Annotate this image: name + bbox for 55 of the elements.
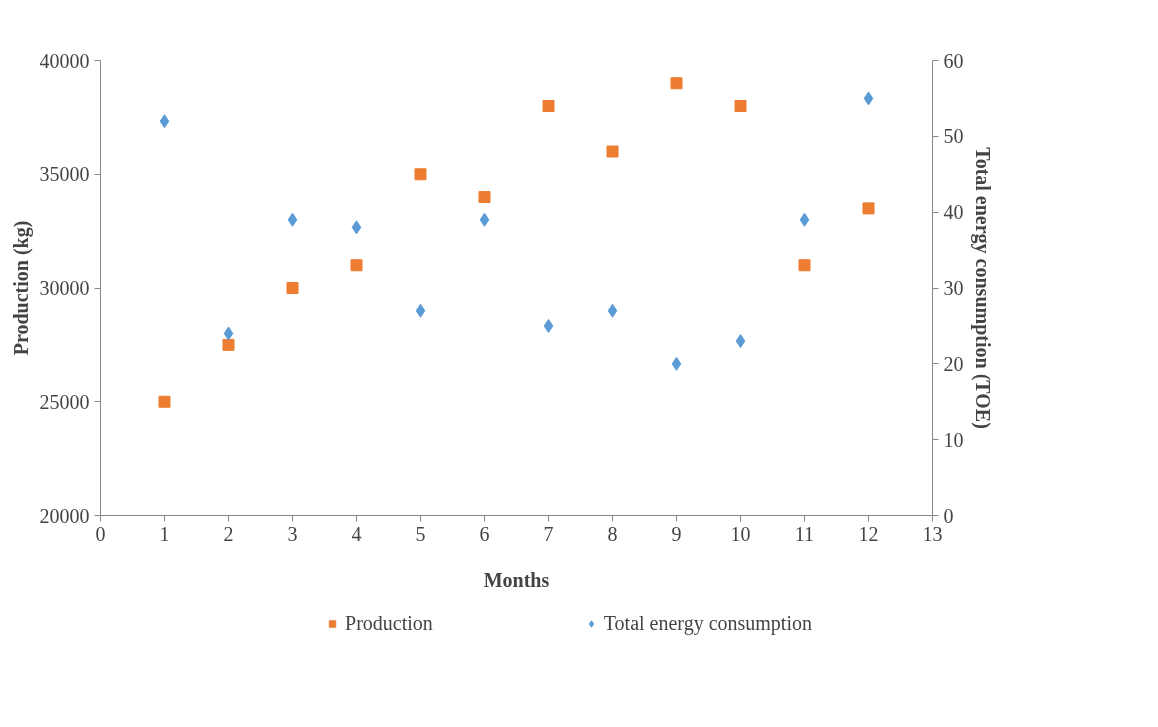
legend-label: Production (345, 611, 433, 635)
x-tick-label: 7 (543, 522, 554, 545)
point (542, 100, 555, 112)
x-tick-label: 1 (159, 522, 170, 545)
legend-label: Total energy consumption (603, 611, 812, 635)
point (863, 91, 874, 106)
point (158, 395, 171, 408)
point (670, 77, 683, 90)
x-tick-label: 3 (287, 522, 298, 545)
y2-tick-label: 40 (943, 201, 964, 224)
x-tick-label: 5 (415, 522, 426, 545)
y2-tick-label: 20 (943, 352, 964, 375)
y2-axis-title: Total energy consumption (TOE) (970, 147, 994, 429)
point (479, 212, 490, 227)
point (415, 303, 426, 318)
point (222, 338, 235, 351)
point (543, 318, 554, 333)
point (671, 356, 682, 371)
x-tick-label: 9 (671, 522, 682, 545)
point (862, 202, 875, 215)
y2-tick-label: 0 (943, 504, 954, 527)
point (478, 191, 491, 203)
x-tick-label: 6 (479, 522, 490, 545)
y2-tick-label: 30 (943, 277, 964, 299)
y2-tick-label: 60 (943, 49, 964, 72)
x-tick-label: 8 (607, 522, 618, 545)
y-tick-label: 25000 (39, 390, 90, 413)
x-tick-label: 13 (922, 522, 943, 545)
y2-tick-label: 10 (943, 428, 964, 451)
y-tick-label: 40000 (39, 49, 90, 72)
y-axis-title: Production (kg) (9, 220, 33, 356)
point (159, 114, 170, 129)
point (735, 334, 746, 349)
point (287, 212, 298, 227)
x-tick-label: 0 (95, 522, 106, 545)
point (286, 282, 299, 294)
x-tick-label: 11 (794, 522, 815, 545)
y-tick-label: 35000 (39, 163, 90, 186)
point (223, 326, 234, 341)
point (734, 100, 747, 112)
point (798, 259, 811, 272)
y-tick-label: 30000 (39, 277, 90, 299)
x-axis-title: Months (483, 568, 550, 591)
x-tick-label: 10 (730, 522, 751, 545)
point (799, 212, 810, 227)
point (350, 259, 363, 272)
x-tick-label: 12 (858, 522, 879, 545)
x-tick-label: 2 (223, 522, 234, 545)
point (414, 168, 427, 181)
point (606, 145, 619, 158)
y-tick-label: 20000 (39, 504, 90, 527)
point (351, 220, 362, 235)
x-tick-label: 4 (351, 522, 362, 545)
y2-tick-label: 50 (943, 125, 964, 148)
point (607, 303, 618, 318)
